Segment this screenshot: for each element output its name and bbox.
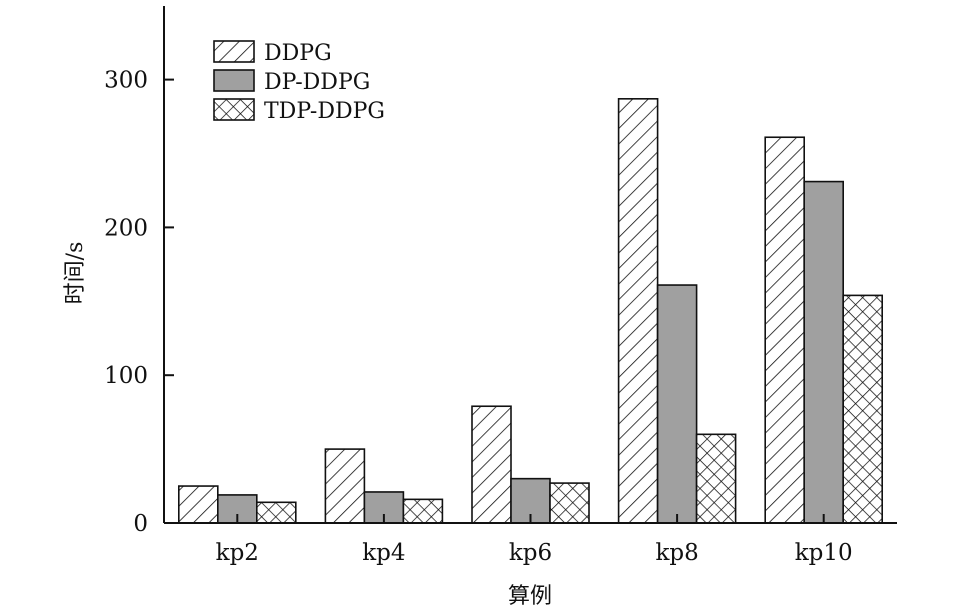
x-tick-label: kp6 (509, 540, 552, 566)
bar-ddpg-kp8 (617, 98, 659, 524)
x-tick-label: kp2 (216, 540, 259, 566)
legend: DDPG DP-DDPG TDP-DDPG (213, 40, 385, 124)
x-ticks: kp2 kp4 kp6 kp8 kp10 (216, 514, 853, 566)
x-tick-label: kp4 (362, 540, 405, 566)
bar-ddpg-kp4 (324, 448, 366, 524)
bar-tdp-ddpg-kp10 (842, 294, 884, 524)
legend-label-tdp-ddpg: TDP-DDPG (264, 99, 385, 124)
legend-swatch-dp-ddpg (213, 69, 255, 92)
legend-label-ddpg: DDPG (264, 41, 332, 66)
legend-swatch-ddpg (213, 40, 255, 63)
x-tick-label: kp10 (795, 540, 853, 566)
y-tick-label: 100 (104, 363, 148, 389)
y-tick-label: 0 (133, 511, 148, 537)
bar-tdp-ddpg-kp4 (402, 498, 444, 524)
bar-ddpg-kp2 (178, 485, 219, 524)
x-tick-label: kp8 (655, 540, 698, 566)
bar-tdp-ddpg-kp8 (695, 433, 737, 524)
bar-ddpg-kp10 (764, 136, 806, 524)
y-tick-label: 200 (104, 215, 148, 241)
y-ticks: 0 100 200 300 (104, 68, 174, 537)
legend-label-dp-ddpg: DP-DDPG (264, 70, 370, 95)
bar-tdp-ddpg-kp6 (549, 482, 590, 524)
bar-tdp-ddpg-kp2 (255, 501, 297, 524)
y-axis-title: 时间/s (63, 242, 88, 305)
bar-dp-ddpg-kp10 (803, 180, 845, 524)
y-tick-label: 300 (104, 68, 148, 94)
legend-swatch-tdp-ddpg (213, 98, 255, 121)
bars-layer (178, 98, 884, 524)
bar-dp-ddpg-kp8 (656, 284, 698, 524)
x-axis-title: 算例 (508, 584, 552, 609)
bar-ddpg-kp6 (471, 405, 512, 524)
